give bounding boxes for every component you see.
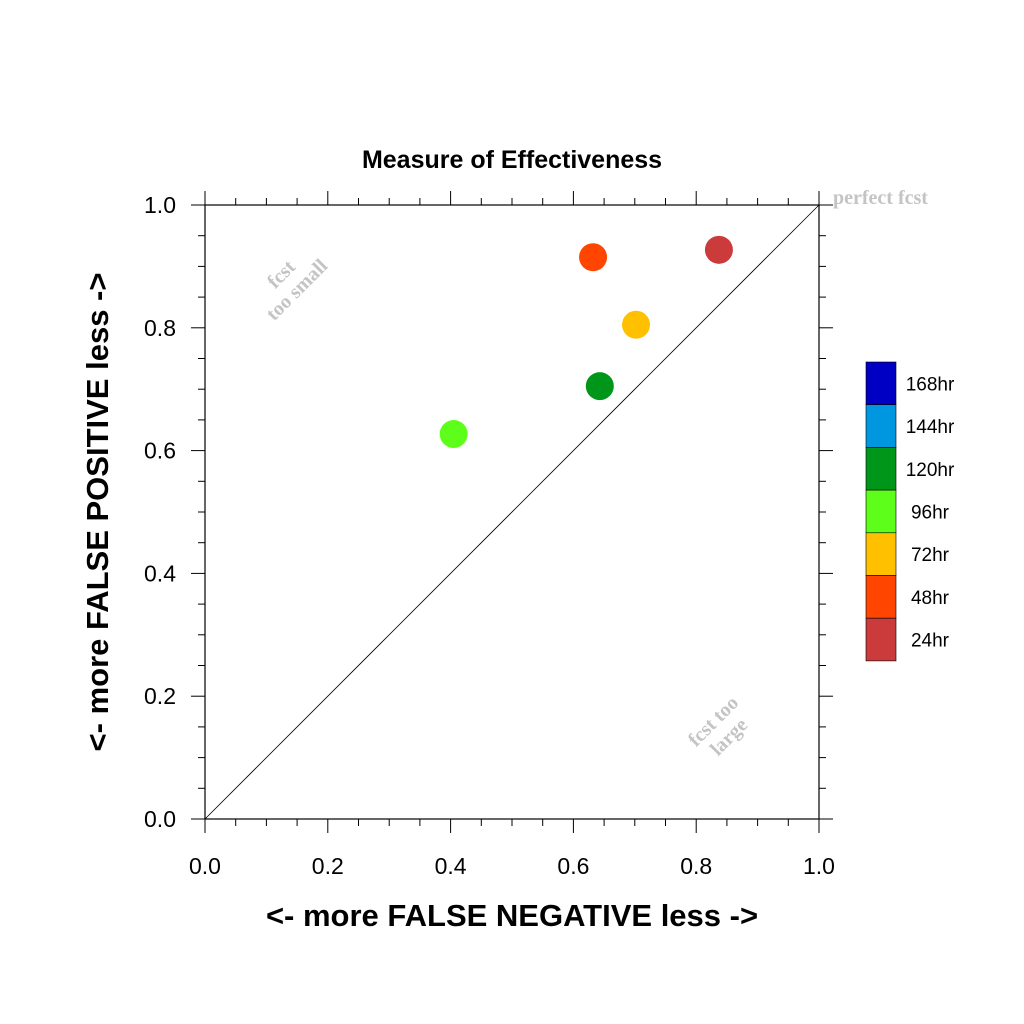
x-tick-label: 1.0 [803,853,835,879]
y-tick-label: 0.4 [144,560,176,586]
legend-label-72hr: 72hr [911,545,950,566]
reference-diagonal [204,204,820,820]
y-tick-label: 0.2 [144,683,176,709]
data-point-24hr [704,235,733,264]
legend-label-48hr: 48hr [911,588,950,609]
legend-swatch-144hr [865,404,897,448]
too-large-annotation: fcst too large [684,692,752,760]
data-point-72hr [622,310,651,339]
x-tick-label: 0.0 [189,853,221,879]
too-small-annotation: fcst too small [262,255,332,325]
legend-swatch-120hr [865,447,897,491]
x-tick-label: 0.4 [435,853,467,879]
legend-swatch-96hr [865,489,897,534]
legend: 168hr 144hr 120hr 96hr 72hr 48hr 24hr [865,361,955,662]
legend-label-168hr: 168hr [906,374,955,395]
x-tick-label: 0.8 [680,853,712,879]
y-tick-label: 1.0 [144,192,176,218]
y-axis-label: <- more FALSE POSITIVE less -> [80,273,115,752]
legend-label-120hr: 120hr [906,460,955,481]
chart-title: Measure of Effectiveness [362,146,662,174]
data-point-96hr [439,420,468,449]
y-tick-label: 0.8 [144,315,176,341]
legend-swatch-72hr [865,532,897,576]
x-axis-label: <- more FALSE NEGATIVE less -> [266,898,758,933]
too-small-line2: too small [262,255,332,325]
x-tick-label: 0.2 [312,853,344,879]
legend-label-24hr: 24hr [911,631,950,652]
legend-swatch-48hr [865,575,897,619]
legend-label-144hr: 144hr [906,417,955,438]
data-points [439,235,733,449]
data-point-48hr [579,243,608,272]
legend-label-96hr: 96hr [911,502,950,523]
y-tick-label: 0.0 [144,806,176,832]
legend-swatch-24hr [865,617,897,662]
y-tick-label: 0.6 [144,438,176,464]
data-point-120hr [585,372,614,401]
axis-ticks [191,191,833,833]
perfect-forecast-annotation: perfect fcst [833,187,928,209]
legend-swatch-168hr [865,361,897,406]
axis-tick-labels: 0.0 0.2 0.4 0.6 0.8 1.0 0.0 0.2 0.4 0.6 0.8 1.0 [144,192,835,879]
x-tick-label: 0.6 [557,853,589,879]
